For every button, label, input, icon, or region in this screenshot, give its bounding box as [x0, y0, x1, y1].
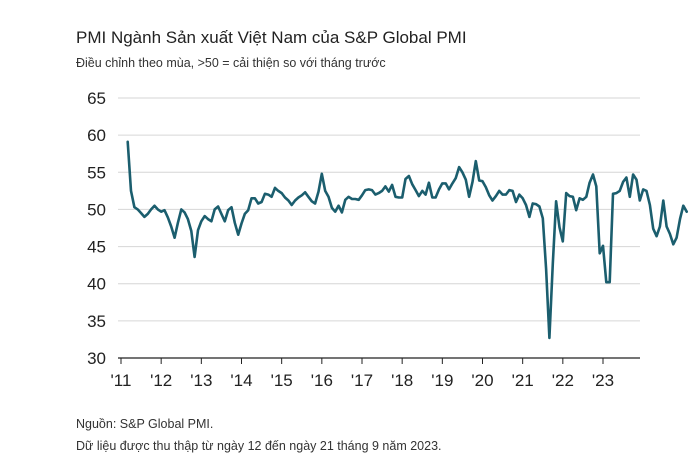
x-tick-label-18: '18 — [391, 371, 413, 390]
y-tick-label-50: 50 — [87, 200, 106, 219]
chart-title: PMI Ngành Sản xuất Việt Nam của S&P Glob… — [76, 28, 467, 47]
y-tick-label-45: 45 — [87, 238, 106, 257]
x-tick-label-11: '11 — [111, 371, 132, 390]
collection-note: Dữ liệu được thu thập từ ngày 12 đến ngà… — [76, 439, 442, 453]
pmi-series-line — [126, 140, 689, 340]
x-tick-label-20: '20 — [471, 371, 493, 390]
x-tick-label-23: '23 — [592, 371, 614, 390]
x-tick-label-17: '17 — [351, 371, 373, 390]
x-tick-label-21: '21 — [512, 371, 534, 390]
x-tick-label-16: '16 — [311, 371, 333, 390]
x-tick-label-22: '22 — [552, 371, 574, 390]
x-tick-label-19: '19 — [431, 371, 453, 390]
y-tick-label-30: 30 — [87, 349, 106, 368]
y-tick-label-40: 40 — [87, 275, 106, 294]
y-tick-label-60: 60 — [87, 126, 106, 145]
x-tick-label-12: '12 — [150, 371, 172, 390]
source-note: Nguồn: S&P Global PMI. — [76, 417, 214, 431]
y-tick-label-55: 55 — [87, 163, 106, 182]
x-tick-label-15: '15 — [271, 371, 293, 390]
y-tick-label-65: 65 — [87, 89, 106, 108]
y-tick-label-35: 35 — [87, 312, 106, 331]
x-tick-label-14: '14 — [230, 371, 252, 390]
chart-subtitle: Điều chỉnh theo mùa, >50 = cải thiện so … — [76, 56, 386, 70]
x-tick-label-13: '13 — [190, 371, 212, 390]
pmi-line-chart: 30 35 40 45 50 55 60 65 '11 '12 '13 '14 '15 '16 '17 '18… — [87, 89, 689, 390]
